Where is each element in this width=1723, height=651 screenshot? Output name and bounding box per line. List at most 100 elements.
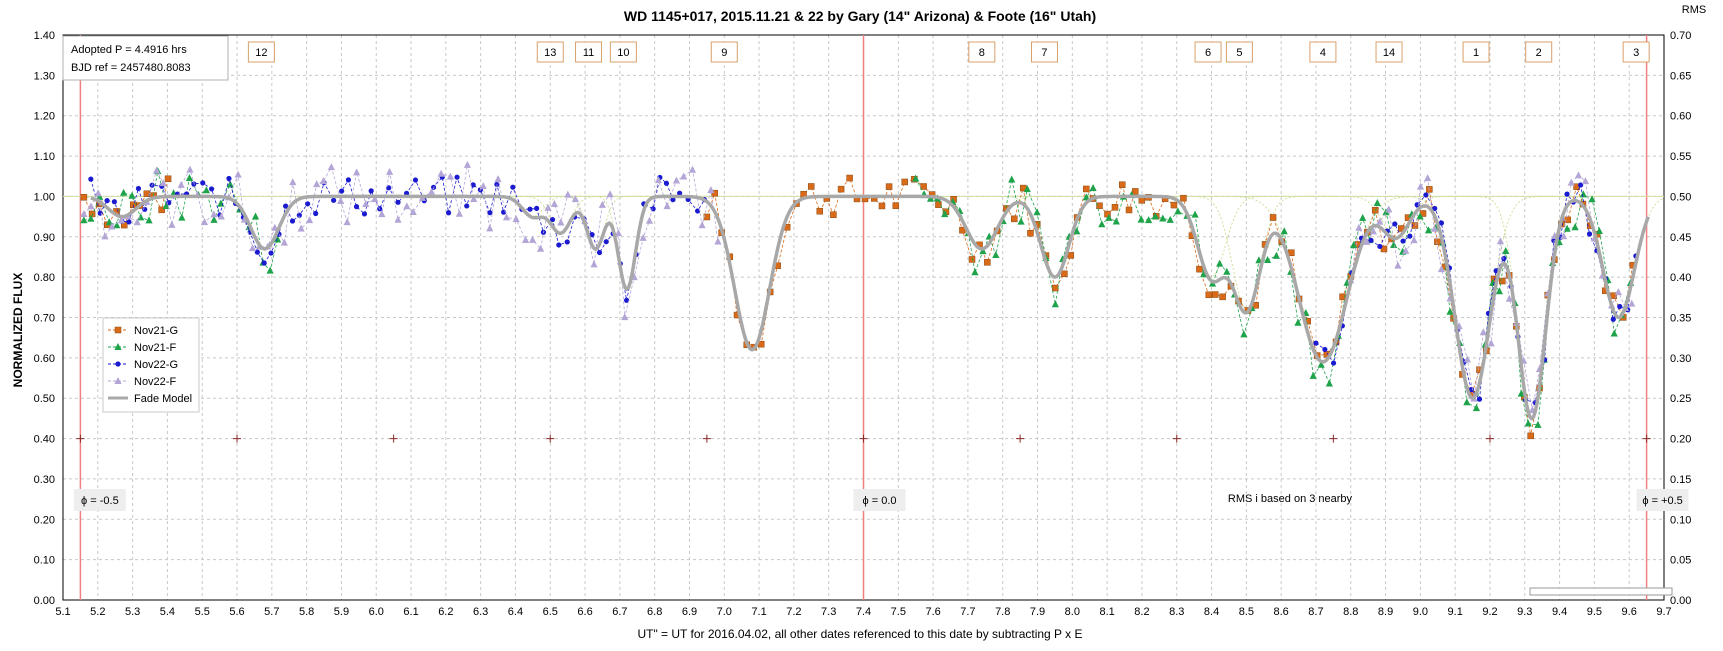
- data-point: [1567, 178, 1575, 186]
- data-point: [152, 166, 161, 174]
- data-point: [234, 170, 242, 178]
- dip-label-box: [1375, 41, 1403, 63]
- data-point: [1617, 303, 1623, 310]
- rms-tick-label: 0.60: [1670, 111, 1691, 123]
- info-bjd: BJD ref = 2457480.8083: [71, 62, 191, 74]
- dip-label-box: [1525, 41, 1553, 63]
- dip-label-box: [710, 41, 738, 63]
- data-point: [550, 200, 559, 208]
- data-point: [117, 216, 126, 224]
- y-tick-label: 0.60: [34, 353, 55, 365]
- data-point: [606, 190, 614, 198]
- data-point: [339, 188, 345, 194]
- dip-labels: 12 13 11 10 9 8 7 6 5 4 14 1 2 3: [247, 41, 1650, 63]
- data-point: [385, 167, 394, 175]
- data-point: [226, 175, 232, 182]
- data-point: [1628, 299, 1636, 307]
- data-point: [1524, 419, 1532, 427]
- data-point: [1166, 215, 1174, 223]
- data-point: [1159, 214, 1167, 222]
- dip-label: 2: [1525, 41, 1553, 63]
- dip-label-box: [1622, 41, 1650, 63]
- data-point: [1174, 207, 1182, 215]
- dip-label-text: 6: [1205, 47, 1211, 59]
- data-point: [1432, 205, 1438, 212]
- data-point: [654, 176, 663, 184]
- data-point: [1423, 192, 1429, 198]
- x-tick-label: 8.3: [1169, 606, 1184, 618]
- dip-label-box: [1309, 41, 1337, 63]
- data-point: [698, 221, 706, 229]
- data-point: [984, 259, 991, 266]
- data-point: [557, 218, 565, 226]
- legend-label: Nov22-F: [134, 376, 176, 388]
- data-point: [596, 249, 603, 256]
- x-tick-label: 9.0: [1413, 606, 1428, 618]
- data-point: [1434, 238, 1441, 246]
- data-series: [80, 160, 1639, 440]
- data-point: [1407, 233, 1413, 239]
- rms-tick-label: 0.15: [1670, 474, 1691, 486]
- data-point: [1430, 224, 1439, 232]
- data-point: [1468, 386, 1474, 393]
- x-tick-label: 6.9: [682, 606, 697, 618]
- data-point: [1571, 223, 1579, 231]
- data-point: [1073, 227, 1081, 235]
- data-point: [1463, 355, 1471, 363]
- x-tick-label: 7.8: [995, 606, 1010, 618]
- phase-label-text: ϕ = 0.0: [863, 495, 897, 507]
- data-point: [1380, 245, 1388, 253]
- rms-tick-label: 0.20: [1670, 434, 1691, 446]
- series-line: [915, 178, 1631, 426]
- period-mark: [233, 434, 242, 443]
- x-tick-label: 9.5: [1587, 606, 1602, 618]
- data-point: [445, 210, 452, 216]
- legend-label: Nov21-G: [134, 325, 178, 337]
- data-point: [1309, 371, 1317, 379]
- data-point: [1377, 243, 1383, 250]
- x-tick-label: 7.3: [821, 606, 836, 618]
- data-point: [901, 178, 908, 186]
- dip-label-box: [1225, 41, 1253, 63]
- data-point: [289, 178, 297, 186]
- data-point: [455, 209, 463, 217]
- data-point: [1170, 201, 1178, 209]
- data-point: [266, 266, 274, 274]
- y-tick-label: 0.00: [34, 595, 55, 607]
- chart-title: WD 1145+017, 2015.11.21 & 22 by Gary (14…: [624, 8, 1096, 24]
- rms-note: RMS i based on 3 nearby: [1228, 493, 1353, 505]
- data-point: [941, 210, 949, 218]
- data-point: [1132, 188, 1139, 195]
- data-point: [1416, 182, 1425, 190]
- x-tick-label: 5.9: [334, 606, 349, 618]
- data-point: [368, 188, 374, 194]
- data-point: [680, 172, 688, 180]
- period-mark: [1485, 434, 1494, 443]
- data-point: [1564, 191, 1570, 197]
- data-point: [621, 313, 629, 321]
- data-point: [1216, 259, 1224, 267]
- data-point: [185, 174, 194, 182]
- data-point: [1180, 194, 1187, 202]
- x-tick-label: 9.6: [1622, 606, 1637, 618]
- data-point: [108, 222, 116, 230]
- data-point: [920, 183, 927, 190]
- data-point: [1027, 230, 1034, 237]
- rms-tick-label: 0.55: [1670, 151, 1691, 163]
- data-point: [470, 182, 476, 188]
- data-point: [305, 216, 314, 224]
- data-point: [1083, 185, 1090, 193]
- data-point: [1438, 220, 1445, 226]
- data-point: [217, 212, 225, 220]
- data-point: [113, 221, 121, 229]
- dip-label-text: 2: [1536, 47, 1542, 59]
- period-mark: [859, 434, 868, 443]
- data-point: [614, 229, 622, 237]
- data-point: [96, 192, 104, 200]
- data-point: [210, 210, 218, 218]
- data-point: [394, 215, 402, 223]
- data-point: [1205, 291, 1213, 299]
- dip-label-text: 11: [583, 47, 594, 59]
- data-point: [119, 188, 128, 196]
